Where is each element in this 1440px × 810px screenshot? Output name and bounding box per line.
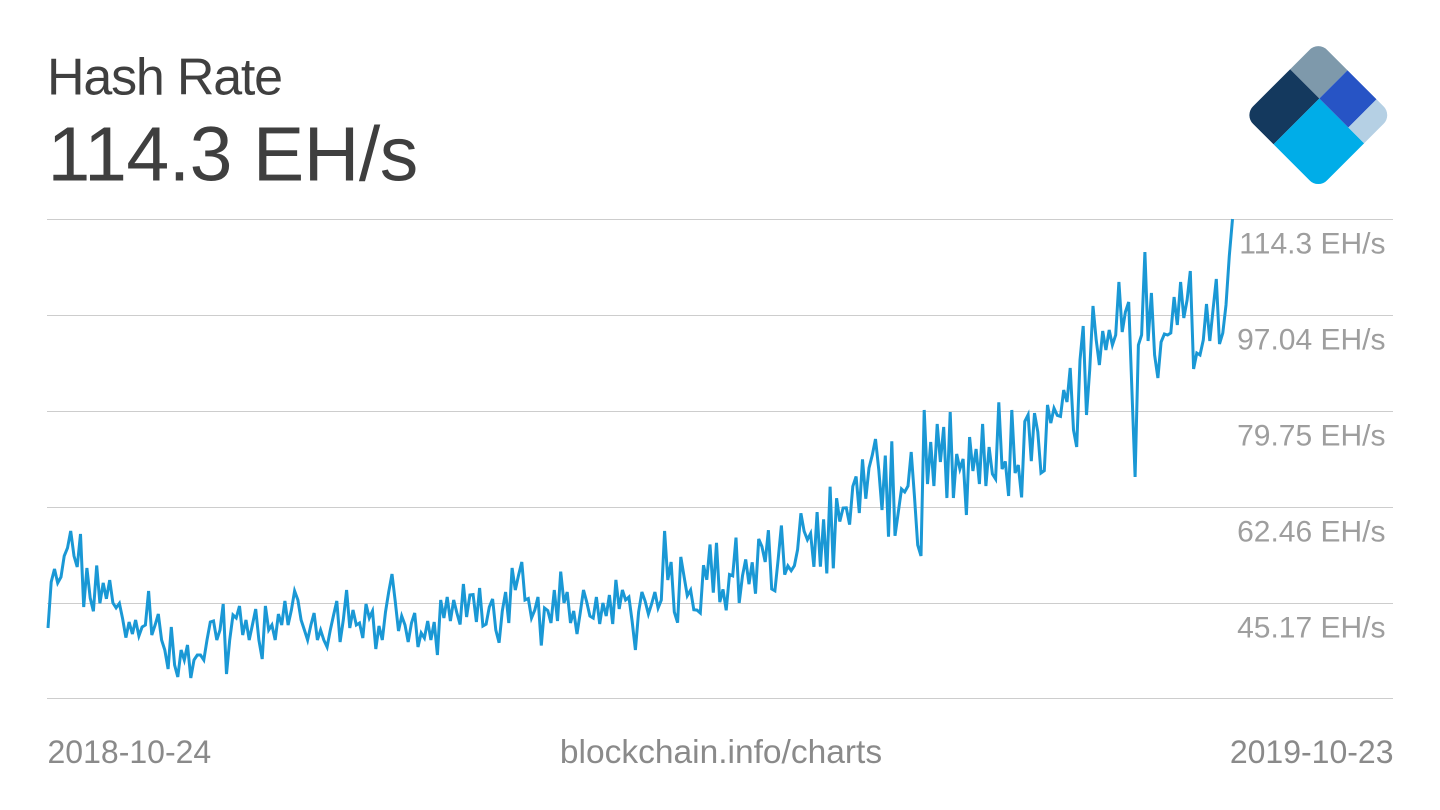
svg-text:114.3 EH/s: 114.3 EH/s	[1239, 227, 1385, 260]
svg-text:Hash Rate: Hash Rate	[47, 49, 282, 107]
svg-text:2018-10-24: 2018-10-24	[48, 734, 212, 770]
svg-text:79.75 EH/s: 79.75 EH/s	[1237, 419, 1385, 452]
svg-text:45.17 EH/s: 45.17 EH/s	[1237, 611, 1385, 644]
svg-text:2019-10-23: 2019-10-23	[1230, 734, 1394, 770]
svg-text:62.46 EH/s: 62.46 EH/s	[1237, 515, 1385, 548]
svg-text:blockchain.info/charts: blockchain.info/charts	[560, 734, 882, 771]
svg-text:97.04 EH/s: 97.04 EH/s	[1237, 323, 1385, 356]
svg-text:114.3 EH/s: 114.3 EH/s	[48, 112, 418, 198]
